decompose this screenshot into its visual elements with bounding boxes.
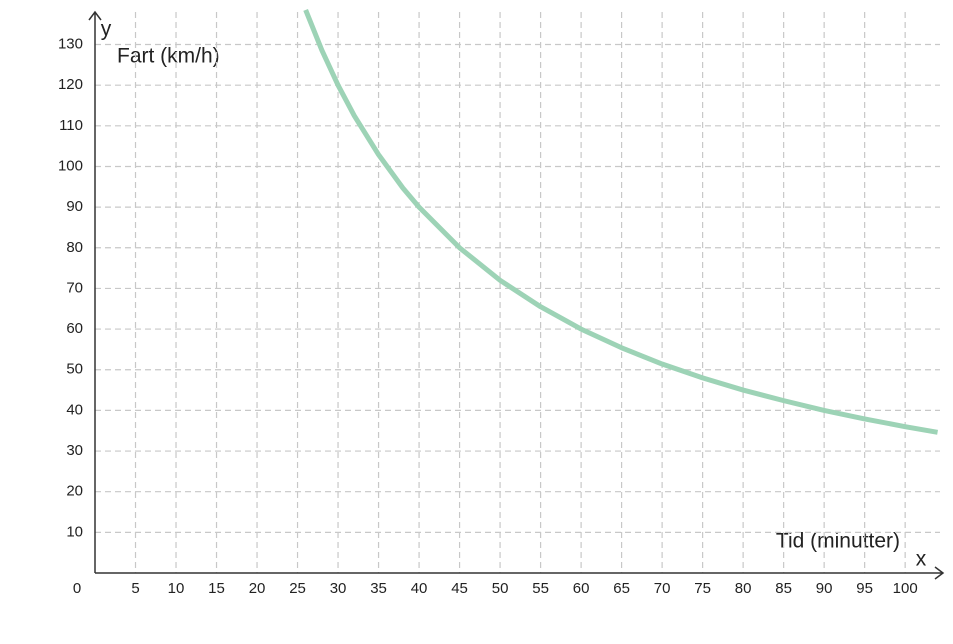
x-tick-label: 70	[654, 580, 671, 597]
y-tick-label: 20	[66, 483, 83, 500]
x-tick-label: 20	[249, 580, 266, 597]
origin-label: 0	[73, 580, 81, 597]
y-tick-label: 10	[66, 523, 83, 540]
x-tick-label: 95	[856, 580, 873, 597]
y-tick-label: 80	[66, 239, 83, 256]
y-tick-label: 30	[66, 442, 83, 459]
x-tick-label: 45	[451, 580, 468, 597]
x-tick-label: 15	[208, 580, 225, 597]
y-axis-letter: y	[101, 18, 112, 41]
x-tick-label: 55	[532, 580, 549, 597]
x-tick-label: 40	[411, 580, 428, 597]
y-axis	[88, 10, 102, 573]
x-tick-label: 90	[816, 580, 833, 597]
x-axis-letter: x	[916, 548, 927, 571]
y-tick-label: 90	[66, 198, 83, 215]
x-tick-label: 65	[613, 580, 630, 597]
x-tick-label: 50	[492, 580, 509, 597]
x-tick-label: 30	[330, 580, 347, 597]
x-tick-label: 10	[168, 580, 185, 597]
x-tick-label: 60	[573, 580, 590, 597]
x-tick-label: 35	[370, 580, 387, 597]
x-tick-label: 85	[775, 580, 792, 597]
y-tick-label: 100	[58, 157, 83, 174]
x-axis	[95, 566, 945, 580]
curve	[303, 9, 939, 435]
y-tick-label: 50	[66, 361, 83, 378]
y-tick-label: 110	[59, 117, 83, 134]
y-tick-label: 130	[58, 35, 83, 52]
x-tick-label: 25	[289, 580, 306, 597]
y-tick-label: 70	[66, 279, 83, 296]
x-axis-title: Tid (minutter)	[776, 530, 900, 553]
y-axis-title: Fart (km/h)	[117, 45, 220, 68]
x-tick-label: 5	[131, 580, 139, 597]
x-tick-label: 100	[893, 580, 918, 597]
y-tick-label: 120	[58, 76, 83, 93]
y-tick-label: 60	[66, 320, 83, 337]
x-tick-label: 80	[735, 580, 752, 597]
y-tick-label: 40	[66, 401, 83, 418]
x-tick-label: 75	[694, 580, 711, 597]
